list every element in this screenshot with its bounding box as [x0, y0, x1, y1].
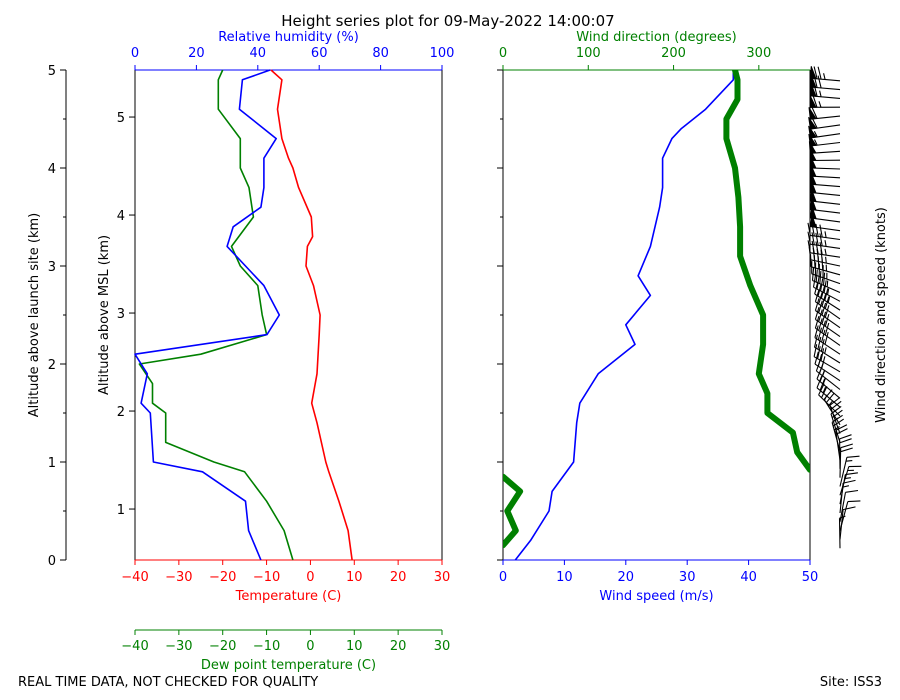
humidity-tick-label: 0: [131, 46, 139, 61]
series-wind-direction: [723, 70, 810, 473]
outer-y-tick-label: 0: [48, 554, 56, 569]
wind-barb: [809, 254, 841, 276]
wind-barb: [814, 307, 841, 338]
wind-barb: [814, 298, 841, 329]
series-dew-point: [138, 69, 294, 561]
wind-speed-tick-label: 40: [740, 570, 757, 585]
wind-barb: [807, 222, 841, 241]
humidity-tick-label: 40: [250, 46, 267, 61]
humidity-tick-label: 80: [372, 46, 389, 61]
wind-barb: [829, 397, 842, 434]
wind-barb-flag: [808, 107, 817, 120]
series-wind-direction: [503, 473, 524, 549]
temperature-tick-label: 10: [346, 570, 363, 585]
wind-speed-tick-label: 20: [618, 570, 635, 585]
wind-barb-flag: [809, 66, 817, 80]
temperature-tick-label: −20: [209, 570, 236, 585]
outer-y-tick-label: 3: [48, 260, 56, 275]
wind-barbs: [807, 66, 862, 549]
dewpoint-tick-label: 0: [306, 639, 314, 654]
temperature-tick-label: 30: [434, 570, 451, 585]
wind-barb: [810, 66, 841, 82]
wind-dir-tick-label: 300: [746, 46, 771, 61]
barbs-axis-label: Wind direction and speed (knots): [874, 207, 889, 423]
wind-barb: [814, 315, 841, 346]
wind-speed-axis-label: Wind speed (m/s): [599, 589, 713, 604]
outer-y-tick-label: 2: [48, 358, 56, 373]
wind-barb: [839, 500, 861, 531]
wind-barb: [839, 434, 852, 469]
inner-y-tick-label: 3: [117, 307, 125, 322]
wind-barb-flag: [809, 95, 817, 108]
dewpoint-tick-label: 30: [434, 639, 451, 654]
footer-site: Site: ISS3: [820, 675, 882, 690]
temperature-tick-label: 20: [390, 570, 407, 585]
wind-barb: [823, 389, 841, 426]
wind-panel: 0 10 20 30 40 50 Wind speed (m/s) 0 100 200 300 Win…: [497, 30, 889, 604]
temperature-tick-label: −30: [165, 570, 192, 585]
wind-speed-tick-label: 50: [802, 570, 819, 585]
wind-speed-tick-label: 0: [499, 570, 507, 585]
wind-dir-tick-label: 100: [576, 46, 601, 61]
dewpoint-tick-label: −40: [121, 639, 148, 654]
series-wind-speed: [514, 70, 735, 560]
humidity-tick-label: 100: [430, 46, 455, 61]
wind-barb: [808, 247, 841, 267]
inner-y-tick-label: 1: [117, 503, 125, 518]
outer-y-tick-label: 4: [48, 162, 56, 177]
wind-barb: [816, 375, 841, 408]
wind-dir-axis-label: Wind direction (degrees): [576, 30, 736, 45]
humidity-tick-label: 20: [188, 46, 205, 61]
outer-y-tick-label: 5: [48, 64, 56, 79]
dewpoint-tick-label: 10: [346, 639, 363, 654]
wind-barb: [815, 358, 841, 390]
wind-barb: [839, 465, 862, 496]
dewpoint-tick-label: −10: [253, 639, 280, 654]
series-relative-humidity: [134, 69, 281, 561]
outer-y-tick-label: 1: [48, 456, 56, 471]
temperature-tick-label: −40: [121, 570, 148, 585]
inner-y-tick-label: 5: [117, 111, 125, 126]
wind-barb: [807, 240, 841, 258]
wind-barb: [839, 489, 859, 522]
wind-barb: [813, 334, 841, 364]
dewpoint-tick-label: 20: [390, 639, 407, 654]
inner-y-tick-label: 4: [117, 209, 125, 224]
dewpoint-axis-label: Dew point temperature (C): [201, 658, 376, 673]
wind-barb: [814, 351, 841, 382]
dewpoint-tick-label: −30: [165, 639, 192, 654]
outer-y-axis-label: Altitude above launch site (km): [27, 213, 42, 417]
temperature-tick-label: −10: [253, 570, 280, 585]
wind-barb: [813, 344, 841, 373]
wind-dir-tick-label: 0: [499, 46, 507, 61]
temperature-axis-label: Temperature (C): [235, 589, 342, 604]
temperature-tick-label: 0: [306, 570, 314, 585]
humidity-axis-label: Relative humidity (%): [218, 30, 359, 45]
wind-barb-flag: [808, 116, 817, 130]
footer-quality-note: REAL TIME DATA, NOT CHECKED FOR QUALITY: [18, 675, 318, 690]
wind-barb: [814, 325, 841, 355]
wind-barb: [839, 455, 860, 487]
wind-dir-tick-label: 200: [661, 46, 686, 61]
humidity-tick-label: 60: [311, 46, 328, 61]
inner-y-tick-label: 2: [117, 405, 125, 420]
chart-title: Height series plot for 09-May-2022 14:00…: [281, 12, 614, 30]
wind-speed-tick-label: 10: [556, 570, 573, 585]
inner-y-axis-label: Altitude above MSL (km): [97, 235, 112, 395]
wind-barb: [818, 383, 841, 417]
series-temperature: [270, 69, 353, 561]
wind-speed-tick-label: 30: [679, 570, 696, 585]
dewpoint-tick-label: −20: [209, 639, 236, 654]
thermo-panel: 0 1 2 3 4 5 Altitude above launch site (km) 1 2 3…: [27, 30, 454, 673]
wind-barb: [807, 231, 841, 249]
